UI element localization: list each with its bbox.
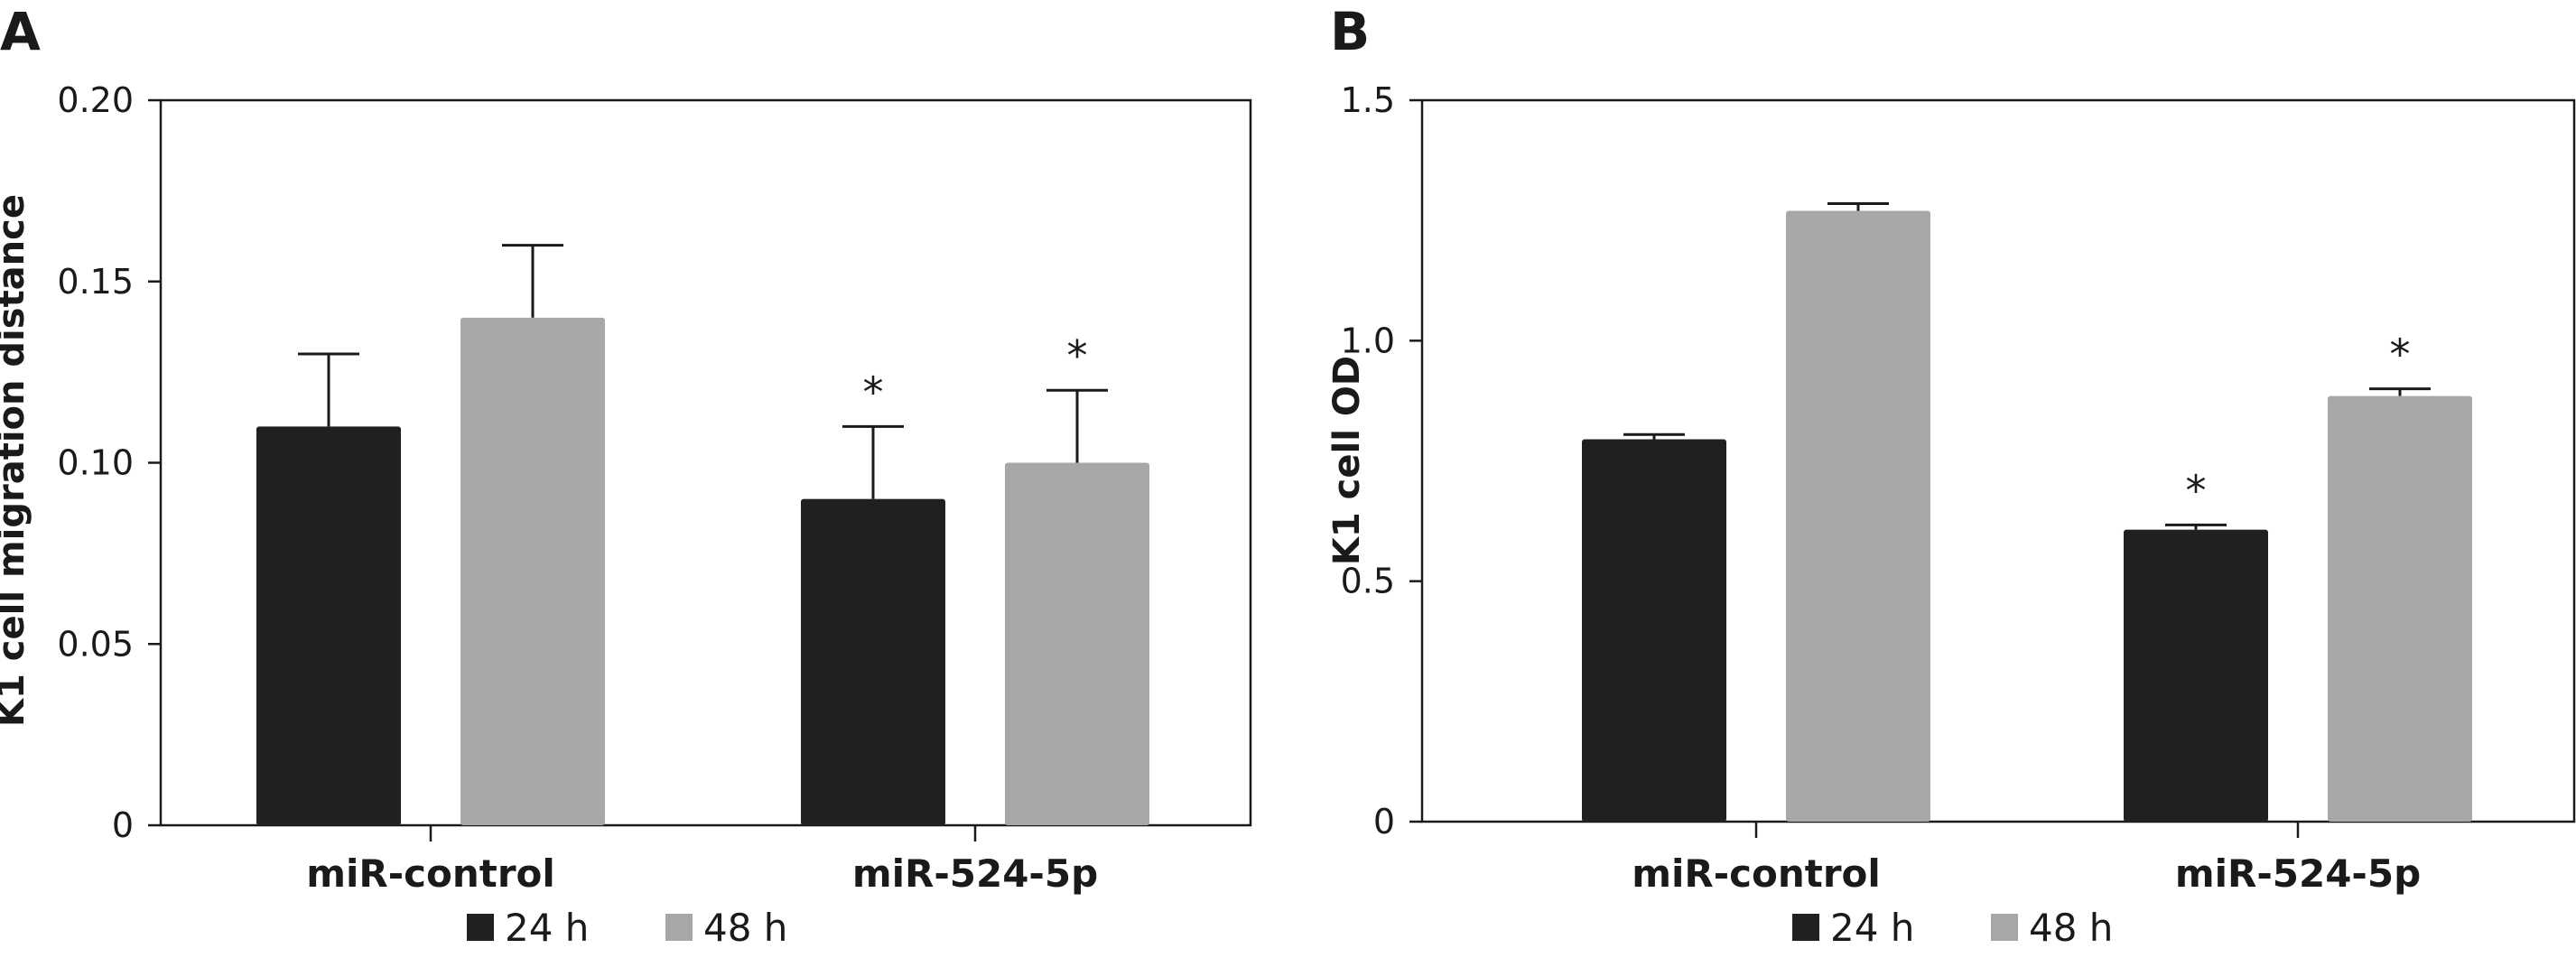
significance-marker: * bbox=[2390, 330, 2411, 379]
bar bbox=[1786, 210, 1930, 823]
bar bbox=[1005, 462, 1149, 825]
bar bbox=[460, 317, 605, 825]
y-tick-label: 0.10 bbox=[57, 443, 134, 483]
bar bbox=[256, 426, 401, 825]
legend-label: 24 h bbox=[1830, 906, 1914, 950]
significance-marker: * bbox=[863, 367, 884, 416]
legend-label: 24 h bbox=[505, 906, 589, 950]
legend-swatch bbox=[1792, 914, 1819, 941]
legend-swatch bbox=[665, 914, 693, 941]
y-tick-label: 1.5 bbox=[1341, 80, 1395, 120]
y-tick-label: 0 bbox=[1373, 802, 1395, 842]
y-tick-label: 0 bbox=[112, 805, 134, 845]
significance-marker: * bbox=[1067, 331, 1088, 380]
x-tick-label: miR-524-5p bbox=[2175, 851, 2421, 896]
x-tick-label: miR-524-5p bbox=[852, 851, 1098, 896]
y-axis-label: K1 cell OD bbox=[1326, 356, 1368, 565]
x-tick-label: miR-control bbox=[1632, 851, 1881, 896]
panel-letter: B bbox=[1330, 1, 1370, 62]
bar bbox=[2124, 529, 2268, 822]
bar bbox=[1582, 439, 1726, 822]
y-axis-label: K1 cell migration distance bbox=[0, 194, 33, 727]
legend-swatch bbox=[1991, 914, 2018, 941]
y-tick-label: 0.05 bbox=[57, 624, 134, 664]
y-tick-label: 0.15 bbox=[57, 262, 134, 302]
significance-marker: * bbox=[2186, 466, 2207, 515]
y-tick-label: 0.20 bbox=[57, 80, 134, 120]
y-tick-label: 1.0 bbox=[1341, 321, 1395, 360]
y-tick-label: 0.5 bbox=[1341, 562, 1395, 601]
panel-letter: A bbox=[0, 1, 41, 62]
legend-label: 48 h bbox=[2029, 906, 2113, 950]
bar bbox=[801, 498, 945, 825]
panel-a: A 0 0.05 0.10 0.15 0.20 K1 cell migration dist… bbox=[0, 1, 1252, 950]
x-tick-label: miR-control bbox=[306, 851, 555, 896]
bar bbox=[2328, 395, 2472, 822]
plot-frame bbox=[1420, 98, 2576, 823]
panel-b: B 0 0.5 1.0 1.5 K1 cell OD miR-control miR-524-… bbox=[1326, 1, 2576, 950]
legend-label: 48 h bbox=[703, 906, 787, 950]
legend-swatch bbox=[467, 914, 494, 941]
